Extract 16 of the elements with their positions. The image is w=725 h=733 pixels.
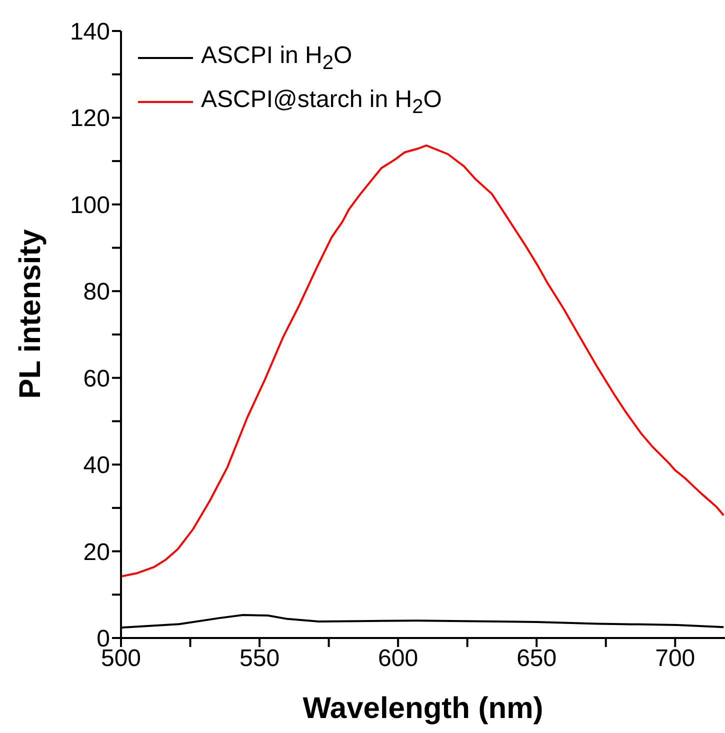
y-tick-label: 140	[70, 18, 110, 46]
x-tick-label: 600	[378, 645, 418, 672]
x-axis-title: Wavelength (nm)	[302, 692, 544, 725]
legend-label: ASCPI@starch in H$_{2}$O	[201, 86, 442, 118]
x-tick-label: 650	[516, 645, 557, 672]
y-tick-label: 40	[83, 452, 110, 480]
x-tick-label: 700	[655, 645, 696, 672]
line-series	[121, 144, 725, 578]
x-tick-label: 550	[240, 645, 280, 672]
y-tick-label: 80	[83, 278, 110, 306]
legend-label: ASCPI in H$_{2}$O	[201, 42, 352, 74]
y-axis-title: PL intensity	[14, 228, 47, 399]
y-tick-label: 20	[83, 538, 110, 566]
y-tick-label: 100	[70, 192, 110, 219]
y-tick-label: 120	[70, 105, 110, 132]
y-tick-label: 60	[83, 365, 110, 392]
